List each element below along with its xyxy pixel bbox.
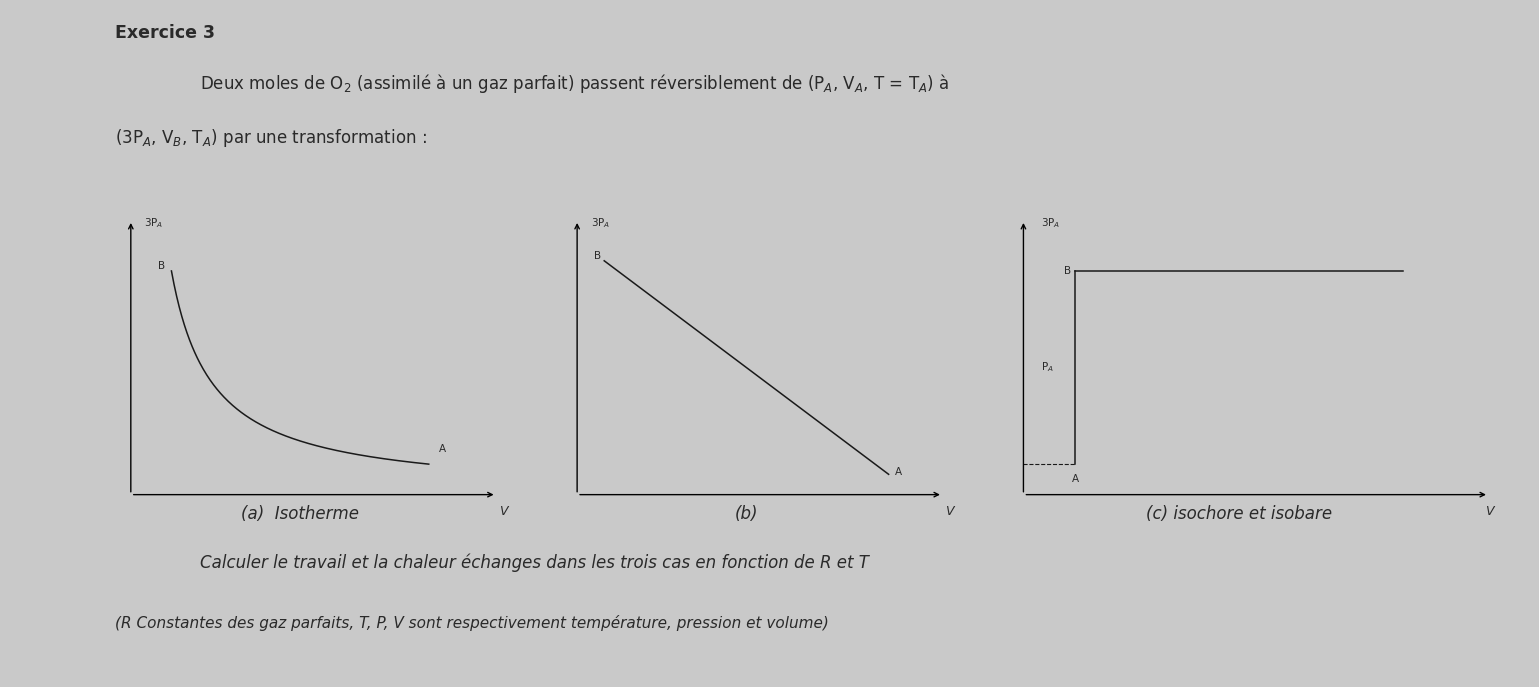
Text: A: A [1071,474,1079,484]
Text: A: A [439,444,446,454]
Text: Exercice 3: Exercice 3 [115,24,215,42]
Text: V: V [945,505,954,518]
Text: V: V [499,505,508,518]
Text: Calculer le travail et la chaleur échanges dans les trois cas en fonction de R e: Calculer le travail et la chaleur échang… [200,553,870,572]
Text: (3P$_A$, V$_B$, T$_A$) par une transformation :: (3P$_A$, V$_B$, T$_A$) par une transform… [115,127,428,149]
Text: (c) isochore et isobare: (c) isochore et isobare [1147,505,1331,523]
Text: (R Constantes des gaz parfaits, T, P, V sont respectivement température, pressio: (R Constantes des gaz parfaits, T, P, V … [115,615,830,631]
Text: P$_A$: P$_A$ [1040,361,1054,374]
Text: V: V [1485,505,1493,518]
Text: B: B [594,251,600,260]
Text: B: B [157,261,165,271]
Text: 3P$_A$: 3P$_A$ [591,216,609,230]
Text: B: B [1063,266,1071,276]
Text: (a)  Isotherme: (a) Isotherme [242,505,359,523]
Text: (b): (b) [734,505,759,523]
Text: 3P$_A$: 3P$_A$ [145,216,163,230]
Text: 3P$_A$: 3P$_A$ [1040,216,1060,230]
Text: Deux moles de O$_2$ (assimilé à un gaz parfait) passent réversiblement de (P$_A$: Deux moles de O$_2$ (assimilé à un gaz p… [200,72,950,95]
Text: A: A [896,467,902,477]
